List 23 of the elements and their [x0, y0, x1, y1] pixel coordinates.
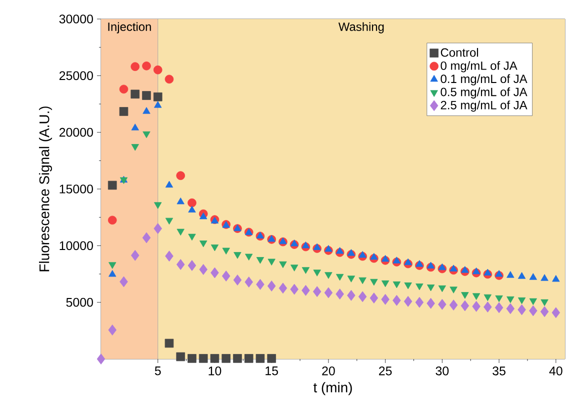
- x-tick-label: 35: [492, 366, 506, 376]
- legend-label: 0.5 mg/mL of JA: [440, 87, 528, 99]
- legend-label: 2.5 mg/mL of JA: [440, 100, 528, 112]
- x-axis-title: t (min): [313, 382, 352, 396]
- y-tick-label: 25000: [59, 71, 93, 80]
- x-tick-label: 10: [208, 366, 222, 376]
- legend-label: 0.1 mg/mL of JA: [440, 74, 528, 86]
- x-tick-label: 5: [154, 366, 161, 376]
- x-tick-label: 30: [436, 366, 449, 376]
- band-label: Injection: [108, 22, 151, 34]
- x-tick-label: 40: [549, 366, 562, 376]
- legend-label: 0 mg/mL of JA: [440, 61, 518, 72]
- band-label: Washing: [338, 22, 384, 34]
- x-tick-label: 25: [379, 366, 392, 376]
- y-tick-label: 5000: [66, 298, 93, 307]
- y-tick-label: 15000: [60, 184, 93, 194]
- y-tick-label: 20000: [59, 128, 93, 137]
- y-axis-title: Fluorescence Signal (A.U.): [39, 106, 52, 272]
- x-tick-label: 15: [266, 366, 278, 376]
- y-tick-label: 10000: [60, 241, 93, 250]
- legend-label: Control: [440, 48, 478, 57]
- y-tick-label: 30000: [59, 14, 93, 24]
- x-tick-label: 20: [322, 366, 335, 376]
